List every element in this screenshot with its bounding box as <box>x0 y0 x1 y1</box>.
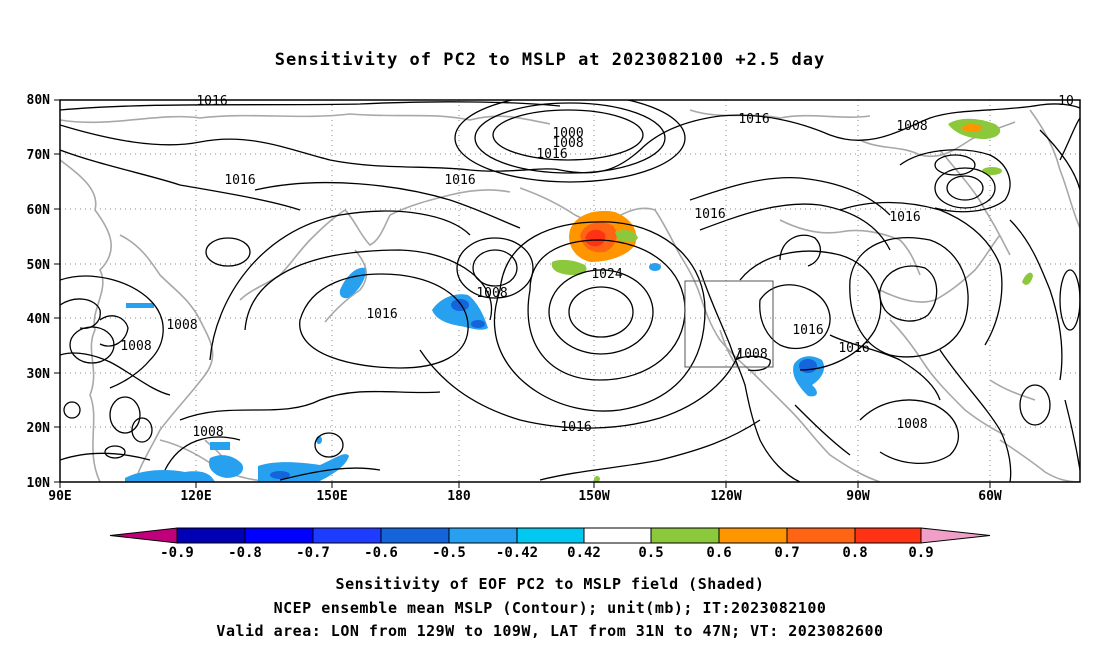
colorbar-swatch <box>854 527 922 544</box>
lon-tick-label: 60W <box>978 489 1002 504</box>
sensitivity-shading <box>125 118 1033 482</box>
colorbar-label: -0.42 <box>496 545 538 561</box>
colorbar-label: 0.7 <box>774 545 799 561</box>
colorbar-label: -0.7 <box>296 545 330 561</box>
map-border <box>59 99 1081 483</box>
colorbar-label: 0.8 <box>842 545 867 561</box>
colorbar <box>109 527 991 544</box>
colorbar-swatch <box>786 527 856 544</box>
colorbar-swatch <box>312 527 382 544</box>
colorbar-label: -0.8 <box>228 545 262 561</box>
lon-tick-label: 150E <box>316 489 347 504</box>
contour-labels: 1016 1016 1016 1016 1016 1016 1016 1016 … <box>120 94 1073 440</box>
contour-label: 1008 <box>120 339 151 354</box>
colorbar-swatch <box>718 527 788 544</box>
colorbar-label: 0.42 <box>567 545 601 561</box>
colorbar-label: -0.6 <box>364 545 398 561</box>
caption-line-2: NCEP ensemble mean MSLP (Contour); unit(… <box>273 599 827 617</box>
lat-tick-label: 50N <box>27 258 51 273</box>
colorbar-swatch <box>650 527 720 544</box>
contour-label: 1016 <box>694 207 725 222</box>
contour-label: 1016 <box>366 307 397 322</box>
lat-tick-label: 40N <box>27 312 51 327</box>
colorbar-swatch <box>583 527 652 544</box>
mslp-contours <box>60 100 1080 482</box>
caption-line-3: Valid area: LON from 129W to 109W, LAT f… <box>216 622 884 640</box>
caption-line-1: Sensitivity of EOF PC2 to MSLP field (Sh… <box>335 575 765 593</box>
contour-label: 1008 <box>166 318 197 333</box>
chart-title: Sensitivity of PC2 to MSLP at 2023082100… <box>274 50 826 70</box>
contour-label: 1016 <box>738 112 769 127</box>
lon-tick-label: 120E <box>180 489 211 504</box>
lon-axis: 90E 120E 150E 180 150W 120W 90W 60W <box>48 489 1002 504</box>
contour-label-extra: 1016 <box>536 147 567 162</box>
colorbar-swatch <box>244 527 314 544</box>
contour-label: 1008 <box>896 119 927 134</box>
lat-tick-label: 60N <box>27 203 51 218</box>
map-frame <box>60 100 1080 482</box>
lat-axis: 80N 70N 60N 50N 40N 30N 20N 10N <box>27 93 51 491</box>
contour-label: 1000 <box>552 126 583 141</box>
contour-label: 1016 <box>224 173 255 188</box>
lat-tick-label: 10N <box>27 476 51 491</box>
contour-label-extra: 1008 <box>552 136 583 151</box>
contour-label: 1016 <box>196 94 227 109</box>
colorbar-swatch <box>516 527 585 544</box>
contour-label: 1008 <box>192 425 223 440</box>
lat-tick-label: 70N <box>27 148 51 163</box>
lon-tick-label: 180 <box>447 489 471 504</box>
colorbar-label: -0.9 <box>160 545 194 561</box>
colorbar-swatch <box>380 527 450 544</box>
lat-tick-label: 30N <box>27 367 51 382</box>
colorbar-label: 0.9 <box>908 545 933 561</box>
colorbar-swatch <box>176 527 246 544</box>
colorbar-swatch <box>448 527 518 544</box>
colorbar-label: 0.5 <box>638 545 663 561</box>
colorbar-arrow-low <box>109 527 178 544</box>
lon-tick-label: 120W <box>710 489 741 504</box>
contour-label: 1008 <box>476 286 507 301</box>
valid-area-box <box>684 280 774 368</box>
contour-label: 1016 <box>444 173 475 188</box>
lat-tick-label: 20N <box>27 421 51 436</box>
colorbar-labels: -0.9 -0.8 -0.7 -0.6 -0.5 -0.42 0.42 0.5 … <box>160 545 934 561</box>
contour-label: 1016 <box>889 210 920 225</box>
contour-label: 1016 <box>792 323 823 338</box>
contour-label: 1008 <box>736 347 767 362</box>
lon-tick-label: 90W <box>846 489 870 504</box>
colorbar-arrow-high <box>920 527 991 544</box>
contour-label: 1016 <box>838 341 869 356</box>
contour-label: 1016 <box>560 420 591 435</box>
colorbar-label: 0.6 <box>706 545 731 561</box>
contour-label: 1024 <box>591 267 622 282</box>
contour-label: 10 <box>1058 94 1074 109</box>
colorbar-label: -0.5 <box>432 545 466 561</box>
contour-label: 1008 <box>896 417 927 432</box>
lat-tick-label: 80N <box>27 93 51 108</box>
lon-tick-label: 150W <box>578 489 609 504</box>
lon-tick-label: 90E <box>48 489 71 504</box>
